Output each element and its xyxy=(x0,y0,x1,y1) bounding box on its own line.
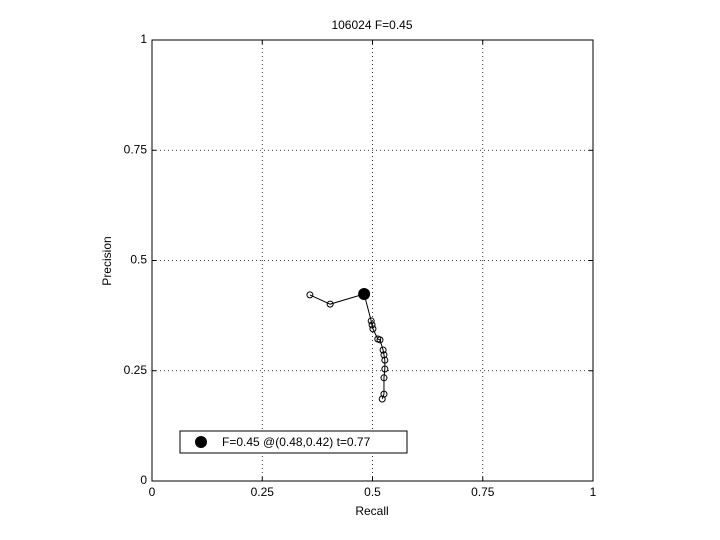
point xyxy=(369,325,377,333)
legend-label: F=0.45 @(0.48,0.42) t=0.77 xyxy=(222,435,371,449)
legend-box xyxy=(179,430,408,454)
y-tick-label: 0.5 xyxy=(130,253,147,267)
y-tick-label: 0.75 xyxy=(124,142,148,156)
point xyxy=(380,351,388,359)
legend-marker xyxy=(195,436,207,448)
point xyxy=(367,317,375,325)
x-tick-label: 0 xyxy=(149,485,156,499)
x-tick-label: 0.25 xyxy=(251,485,275,499)
y-tick-label: 0 xyxy=(140,473,147,487)
y-tick-label: 1 xyxy=(140,32,147,46)
x-tick-label: 0.75 xyxy=(471,485,495,499)
point xyxy=(368,321,376,329)
y-tick-label: 0.25 xyxy=(124,363,148,377)
best-point xyxy=(358,288,371,301)
point xyxy=(380,374,388,382)
plot-frame xyxy=(151,39,594,482)
point xyxy=(381,365,389,373)
x-axis-label: Recall xyxy=(355,504,388,518)
point xyxy=(326,300,334,308)
point xyxy=(376,336,384,344)
chart-title: 106024 F=0.45 xyxy=(331,18,412,32)
x-tick-label: 0.5 xyxy=(364,485,381,499)
y-axis-label: Precision xyxy=(100,236,114,285)
point xyxy=(380,390,388,398)
point xyxy=(378,395,386,403)
point xyxy=(379,346,387,354)
point xyxy=(381,356,389,364)
x-tick-label: 1 xyxy=(590,485,597,499)
point xyxy=(306,291,314,299)
